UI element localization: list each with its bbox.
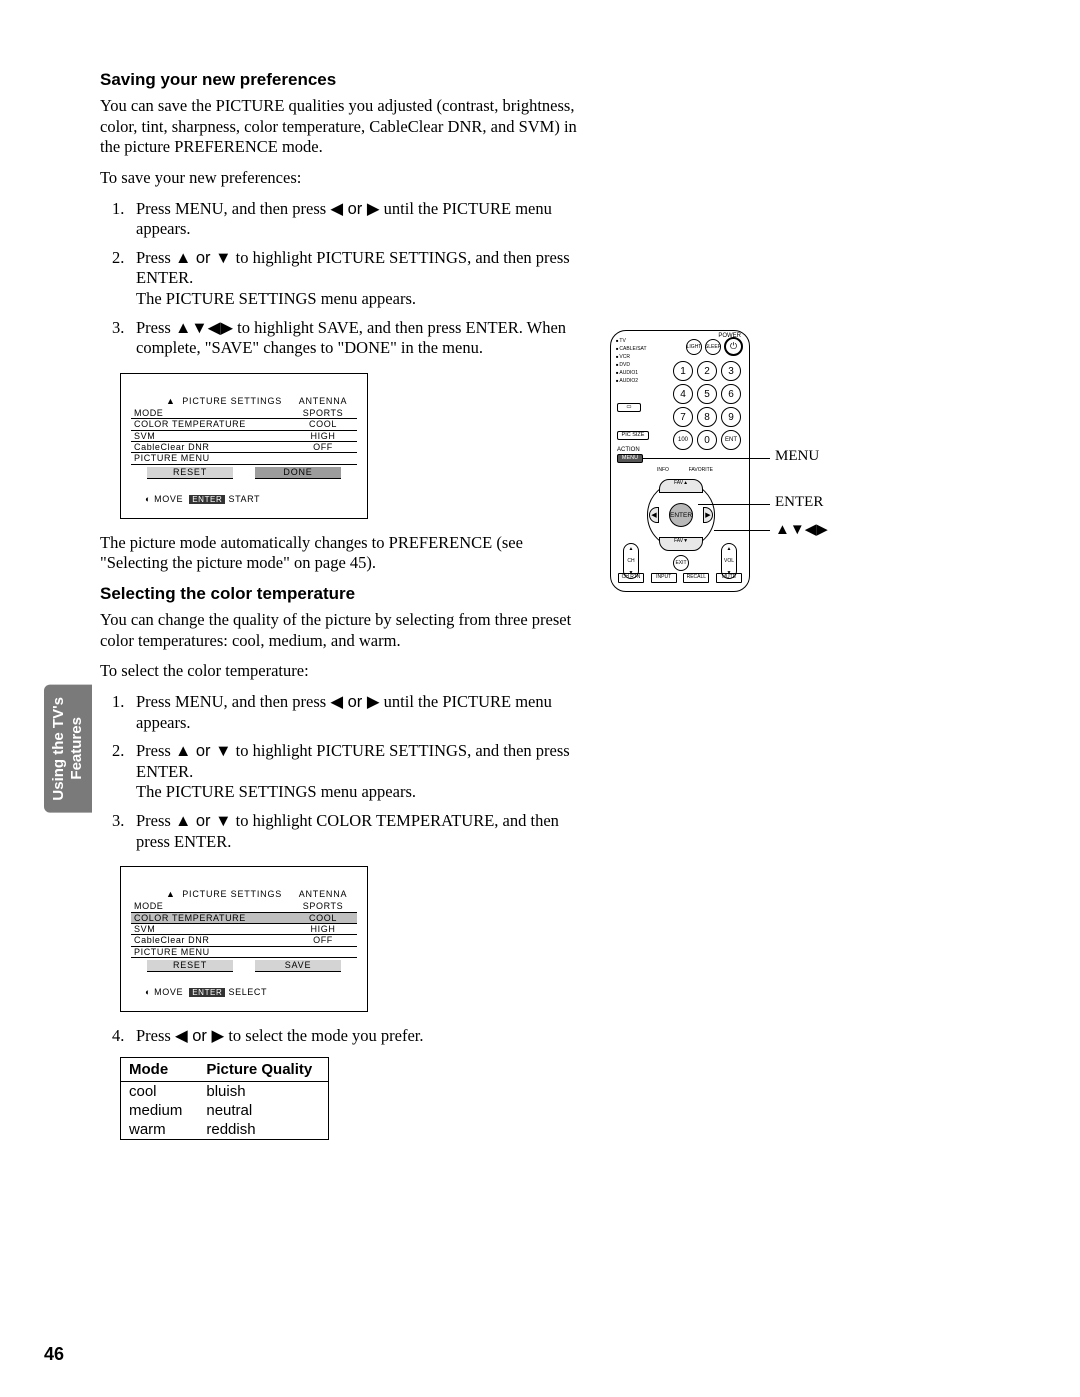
numpad-4: 4 <box>673 384 693 404</box>
osd-reset-button: RESET <box>147 960 233 972</box>
numpad-2: 2 <box>697 361 717 381</box>
up-down-arrow: ▲ or ▼ <box>175 248 232 269</box>
enter-button: ENTER <box>669 503 693 527</box>
numpad-ENT: ENT <box>721 430 741 450</box>
section2-step4: 4.Press ◀ or ▶ to select the mode you pr… <box>100 1026 580 1047</box>
all-arrows: ▲▼◀▶ <box>175 318 233 339</box>
dpad-left: ◀ <box>649 507 659 523</box>
color-temp-mode-table: ModePicture Quality coolbluishmediumneut… <box>120 1057 329 1140</box>
label-arrows: ▲▼◀▶ <box>775 520 828 539</box>
section1-lead: To save your new preferences: <box>100 168 580 189</box>
numpad-100: 100 <box>673 430 693 450</box>
section2-lead: To select the color temperature: <box>100 661 580 682</box>
remote-diagram-column: TVCABLE/SATVCRDVDAUDIO1AUDIO2 POWER LIGH… <box>610 70 880 1140</box>
picsize-button: PIC SIZE <box>617 431 649 440</box>
numpad-0: 0 <box>697 430 717 450</box>
osd-done-button: DONE <box>255 467 341 479</box>
numpad-6: 6 <box>721 384 741 404</box>
numpad-3: 3 <box>721 361 741 381</box>
section1-heading: Saving your new preferences <box>100 70 580 90</box>
label-menu: MENU <box>775 448 819 465</box>
osd-screenshot-1: ▲ PICTURE SETTINGSANTENNA MODESPORTSCOLO… <box>120 373 368 519</box>
section1-after: The picture mode automatically changes t… <box>100 533 580 574</box>
mute-button: MUTE <box>716 573 742 583</box>
osd-save-button: SAVE <box>255 960 341 972</box>
numpad-5: 5 <box>697 384 717 404</box>
numpad-8: 8 <box>697 407 717 427</box>
section1-steps: 1.Press MENU, and then press ◀ or ▶ unti… <box>100 199 580 359</box>
page-number: 46 <box>44 1344 64 1365</box>
section2-intro: You can change the quality of the pictur… <box>100 610 580 651</box>
light-button: LIGHT <box>686 339 702 355</box>
section1-intro: You can save the PICTURE qualities you a… <box>100 96 580 158</box>
osd-reset-button: RESET <box>147 467 233 479</box>
left-right-arrow: ◀ or ▶ <box>330 199 379 220</box>
numpad-1: 1 <box>673 361 693 381</box>
dpad: FAV▲ FAV▼ ◀ ▶ ENTER <box>647 481 715 549</box>
main-text-column: Saving your new preferences You can save… <box>100 70 580 1140</box>
input-button: INPUT <box>651 573 677 583</box>
lock-button: ▭ <box>617 403 641 412</box>
remote-control-diagram: TVCABLE/SATVCRDVDAUDIO1AUDIO2 POWER LIGH… <box>610 330 750 592</box>
power-button: ⏻ <box>724 337 743 356</box>
exit-button: EXIT <box>673 555 689 571</box>
section2-steps: 1.Press MENU, and then press ◀ or ▶ unti… <box>100 692 580 852</box>
section2-heading: Selecting the color temperature <box>100 584 580 604</box>
menu-button: MENU <box>617 454 643 463</box>
recall-button: RECALL <box>683 573 709 583</box>
sleep-button: SLEEP <box>705 339 721 355</box>
label-enter: ENTER <box>775 494 823 511</box>
chrtn-button: CH RTN <box>618 573 644 583</box>
numpad-9: 9 <box>721 407 741 427</box>
osd-screenshot-2: ▲ PICTURE SETTINGSANTENNA MODESPORTSCOLO… <box>120 866 368 1012</box>
numpad-7: 7 <box>673 407 693 427</box>
chapter-tab: Using the TV'sFeatures <box>44 685 92 813</box>
